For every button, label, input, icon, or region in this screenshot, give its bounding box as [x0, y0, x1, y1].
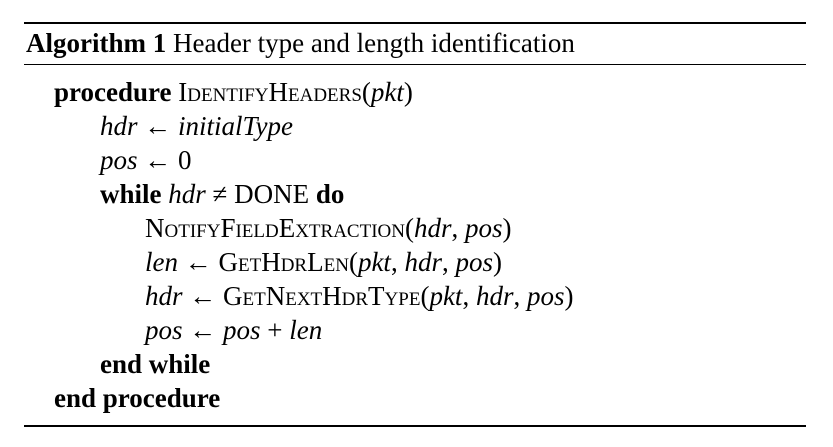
function-name: GetHdrLen	[218, 247, 349, 277]
line-init-hdr: hdr ← initialType	[100, 110, 293, 142]
argument: pos	[526, 281, 565, 311]
line-while: while hdr ≠ DONE do	[100, 178, 344, 210]
line-end-while: end while	[100, 348, 210, 380]
separator: ,	[462, 281, 476, 311]
paren-open: (	[361, 77, 371, 107]
separator: ,	[513, 281, 527, 311]
separator: ,	[451, 213, 465, 243]
paren-open: (	[348, 247, 358, 277]
bottom-rule	[24, 425, 806, 427]
function-name: IdentifyHeaders	[178, 77, 362, 107]
line-init-pos: pos ← 0	[100, 144, 192, 176]
assign-operator: ←	[182, 315, 224, 345]
argument: hdr	[475, 281, 514, 311]
constant: DONE	[234, 179, 310, 209]
argument: pos	[465, 213, 503, 243]
assign-operator: ←	[137, 111, 179, 141]
argument: pkt	[370, 77, 404, 107]
top-rule	[24, 22, 806, 24]
caption-label: Algorithm 1	[26, 28, 167, 58]
paren-close: )	[502, 213, 512, 243]
keyword-while: while	[100, 179, 162, 209]
algorithm-caption: Algorithm 1 Header type and length ident…	[26, 27, 575, 59]
caption-title: Header type and length identification	[172, 28, 575, 58]
variable: len	[145, 247, 178, 277]
argument: hdr	[413, 213, 452, 243]
function-name: GetNextHdrType	[223, 281, 421, 311]
assign-operator: ←	[137, 145, 179, 175]
variable: pos	[100, 145, 138, 175]
argument: hdr	[404, 247, 442, 277]
line-end-procedure: end procedure	[54, 382, 220, 414]
algorithm-block: Algorithm 1 Header type and length ident…	[24, 0, 806, 447]
not-equal-operator: ≠	[205, 179, 235, 209]
keyword-end-procedure: end procedure	[54, 383, 221, 413]
caption-rule	[24, 64, 806, 65]
keyword-procedure: procedure	[54, 77, 172, 107]
paren-open: (	[420, 281, 430, 311]
argument: pkt	[357, 247, 391, 277]
keyword-do: do	[315, 179, 345, 209]
variable: len	[289, 315, 323, 345]
line-get-next-type: hdr ← GetNextHdrType(pkt, hdr, pos)	[145, 280, 573, 312]
line-notify: NotifyFieldExtraction(hdr, pos)	[145, 212, 512, 244]
line-procedure: procedure IdentifyHeaders(pkt)	[54, 76, 413, 108]
constant: 0	[178, 145, 192, 175]
plus-operator: +	[260, 315, 290, 345]
assign-operator: ←	[178, 247, 219, 277]
variable: pos	[145, 315, 183, 345]
variable: hdr	[168, 179, 206, 209]
paren-close: )	[403, 77, 413, 107]
keyword-end-while: end while	[100, 349, 211, 379]
paren-close: )	[492, 247, 502, 277]
variable: pos	[223, 315, 261, 345]
line-advance-pos: pos ← pos + len	[145, 314, 322, 346]
separator: ,	[441, 247, 456, 277]
separator: ,	[390, 247, 405, 277]
argument: pos	[455, 247, 493, 277]
variable: hdr	[145, 281, 183, 311]
paren-close: )	[564, 281, 574, 311]
function-name: NotifyFieldExtraction	[145, 213, 405, 243]
assign-operator: ←	[182, 281, 224, 311]
variable: hdr	[100, 111, 138, 141]
variable: initialType	[178, 111, 294, 141]
argument: pkt	[429, 281, 463, 311]
line-get-len: len ← GetHdrLen(pkt, hdr, pos)	[145, 246, 502, 278]
paren-open: (	[404, 213, 414, 243]
